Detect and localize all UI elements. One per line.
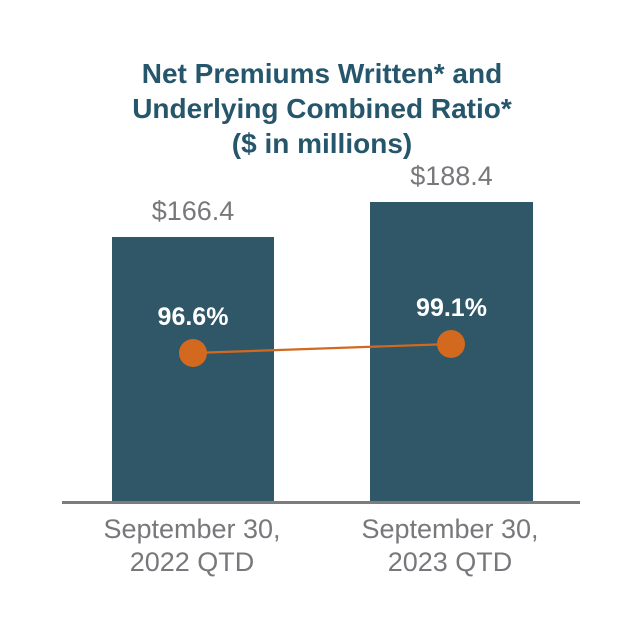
chart-title-line-3: ($ in millions) bbox=[231, 128, 413, 159]
npw-value-label-2023: $188.4 bbox=[410, 161, 493, 191]
x-axis-label-2023: September 30, 2023 QTD bbox=[350, 513, 550, 579]
chart-title: Net Premiums Written* and Underlying Com… bbox=[0, 56, 644, 161]
x-axis-label-2022-line-2: 2022 QTD bbox=[129, 547, 255, 577]
chart-title-line-2: Underlying Combined Ratio* bbox=[132, 93, 512, 124]
x-axis-label-2023-line-1: September 30, bbox=[361, 514, 539, 544]
npw-value-label-2022: $166.4 bbox=[151, 196, 235, 226]
npw-bar-2023 bbox=[370, 202, 533, 502]
x-axis-label-2023-line-2: 2023 QTD bbox=[387, 547, 513, 577]
x-axis-label-2022-line-1: September 30, bbox=[103, 514, 281, 544]
chart-title-line-1: Net Premiums Written* and bbox=[141, 58, 503, 89]
npw-bar-2022 bbox=[112, 237, 274, 502]
x-axis-label-2022: September 30, 2022 QTD bbox=[92, 513, 292, 579]
x-axis-line bbox=[62, 501, 580, 504]
ratio-label-2022: 96.6% bbox=[157, 303, 229, 331]
ratio-label-2023: 99.1% bbox=[416, 294, 487, 322]
